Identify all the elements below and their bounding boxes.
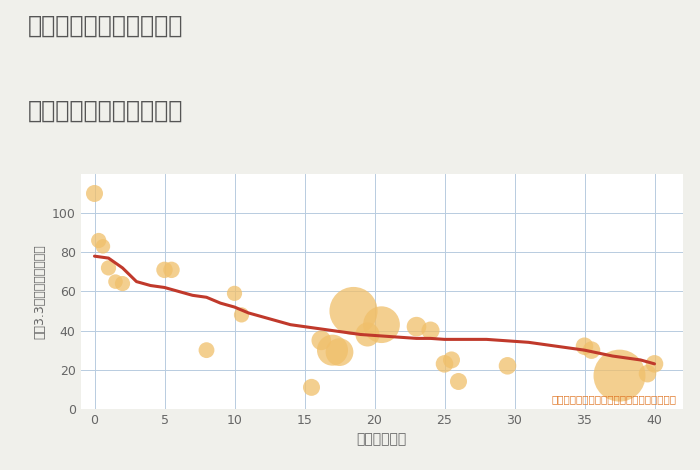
Point [316,337,327,344]
Point [93,237,104,244]
Point [306,384,317,391]
Point [110,278,121,285]
Point [446,356,457,364]
Point [97,243,108,250]
Point [425,327,436,334]
Point [649,360,660,368]
Point [348,307,359,315]
Point [334,348,345,356]
Point [642,370,653,377]
Point [362,331,373,338]
Point [439,360,450,368]
Point [229,290,240,297]
Point [453,378,464,385]
Point [166,266,177,274]
Point [579,343,590,350]
X-axis label: 築年数（年）: 築年数（年） [356,432,407,446]
Point [117,280,128,287]
Point [236,311,247,319]
Point [502,362,513,369]
Point [201,346,212,354]
Point [586,346,597,354]
Y-axis label: 坪（3.3㎡）単価（万円）: 坪（3.3㎡）単価（万円） [33,244,46,339]
Point [376,321,387,329]
Point [614,372,625,379]
Text: 築年数別中古戸建て価格: 築年数別中古戸建て価格 [28,99,183,123]
Point [103,264,114,272]
Text: 三重県四日市市東新町の: 三重県四日市市東新町の [28,14,183,38]
Point [411,323,422,330]
Text: 円の大きさは、取引のあった物件面積を示す: 円の大きさは、取引のあった物件面積を示す [552,394,676,404]
Point [159,266,170,274]
Point [327,346,338,354]
Point [89,190,100,197]
